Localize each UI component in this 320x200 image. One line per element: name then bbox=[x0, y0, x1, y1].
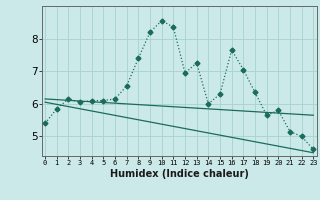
X-axis label: Humidex (Indice chaleur): Humidex (Indice chaleur) bbox=[110, 169, 249, 179]
